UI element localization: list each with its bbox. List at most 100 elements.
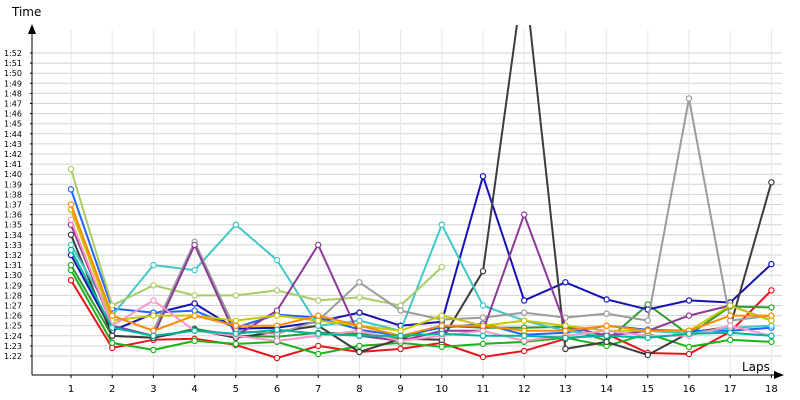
y-tick-label: 1:41 xyxy=(4,160,22,169)
y-tick-label: 1:36 xyxy=(4,211,22,220)
series-point xyxy=(356,317,363,324)
series-point xyxy=(232,330,239,337)
series-point xyxy=(232,317,239,324)
series-point xyxy=(768,312,775,319)
series-point xyxy=(768,287,775,294)
series-point xyxy=(562,334,569,342)
x-tick-label: 17 xyxy=(724,384,737,395)
y-tick-label: 1:25 xyxy=(4,322,22,331)
series-point xyxy=(108,332,116,339)
y-tick-label: 1:49 xyxy=(4,79,22,88)
series-point xyxy=(232,322,239,329)
series-point xyxy=(768,338,775,346)
series-point xyxy=(191,241,198,249)
series-point xyxy=(479,173,487,180)
series-point xyxy=(273,337,281,345)
y-tick-label: 1:23 xyxy=(4,342,22,351)
series-point xyxy=(562,327,569,334)
x-tick-label: 14 xyxy=(600,384,613,395)
y-tick-label: 1:34 xyxy=(4,231,22,240)
y-tick-label: 1:35 xyxy=(4,221,22,230)
series-point xyxy=(521,317,528,324)
x-axis-title: Laps xyxy=(742,360,770,374)
y-tick-label: 1:24 xyxy=(4,332,22,341)
y-tick-label: 1:27 xyxy=(4,302,22,311)
series-point xyxy=(727,302,734,309)
series-7 xyxy=(67,221,775,339)
y-tick-label: 1:44 xyxy=(4,130,22,139)
series-point xyxy=(356,309,363,316)
series-8 xyxy=(67,165,445,309)
series-point xyxy=(644,351,652,359)
y-tick-label: 1:51 xyxy=(4,59,22,68)
series-point xyxy=(67,246,75,254)
series-point xyxy=(768,322,775,329)
series-14 xyxy=(67,246,775,342)
series-point xyxy=(232,292,239,299)
series-point xyxy=(479,353,487,361)
series-point xyxy=(356,322,363,329)
series-point xyxy=(521,327,528,334)
series-point xyxy=(397,345,404,353)
series-point xyxy=(438,343,445,351)
series-point xyxy=(191,307,198,314)
x-tick-label: 8 xyxy=(356,384,362,395)
series-point xyxy=(521,309,528,316)
series-point xyxy=(315,350,322,358)
series-point xyxy=(685,312,693,319)
series-point xyxy=(479,314,487,321)
series-point xyxy=(479,327,487,334)
series-point xyxy=(603,322,610,329)
series-point xyxy=(521,347,528,355)
series-point xyxy=(685,343,693,351)
x-tick-label: 1 xyxy=(68,384,74,395)
series-point xyxy=(150,282,157,289)
series-point xyxy=(727,336,734,344)
series-point xyxy=(191,266,198,274)
series-point xyxy=(67,277,75,284)
series-point xyxy=(67,186,75,193)
y-tick-labels: 1:221:231:241:251:261:27 1:281:291:301:31… xyxy=(4,49,32,361)
y-tick-label: 1:22 xyxy=(4,352,22,361)
series-point xyxy=(191,337,198,345)
series-point xyxy=(603,296,610,303)
x-tick-label: 3 xyxy=(150,384,156,395)
x-tick-label: 2 xyxy=(109,384,115,395)
series-point xyxy=(273,354,281,362)
series-point xyxy=(108,344,116,352)
series-point xyxy=(438,263,445,271)
series-point xyxy=(438,312,445,319)
series-point xyxy=(315,342,322,350)
y-tick-label: 1:52 xyxy=(4,49,22,58)
series-point xyxy=(273,312,281,319)
x-axis-arrow xyxy=(774,371,784,379)
axes xyxy=(28,24,784,379)
series-point xyxy=(273,326,281,333)
series-point xyxy=(108,339,116,347)
series-point xyxy=(768,304,775,311)
y-tick-label: 1:30 xyxy=(4,271,22,280)
series-point xyxy=(438,330,445,337)
y-tick-label: 1:45 xyxy=(4,120,22,129)
x-tick-label: 9 xyxy=(397,384,403,395)
series-point xyxy=(562,345,569,353)
series-point xyxy=(644,334,652,342)
series-point xyxy=(150,312,157,319)
series-point xyxy=(191,292,198,299)
x-tick-label: 11 xyxy=(477,384,490,395)
x-tick-label: 6 xyxy=(274,384,280,395)
series-point xyxy=(727,317,734,324)
x-tick-label: 10 xyxy=(435,384,448,395)
series-point xyxy=(603,310,610,317)
series-point xyxy=(521,211,528,218)
series-point xyxy=(521,337,528,345)
series-point xyxy=(191,327,198,334)
y-tick-label: 1:29 xyxy=(4,281,22,290)
series-point xyxy=(315,330,322,337)
y-tick-label: 1:31 xyxy=(4,261,22,270)
y-axis-arrow xyxy=(28,24,36,34)
x-tick-label: 18 xyxy=(765,384,778,395)
series-point xyxy=(150,261,157,269)
y-tick-label: 1:32 xyxy=(4,251,22,260)
series-point xyxy=(397,327,404,334)
